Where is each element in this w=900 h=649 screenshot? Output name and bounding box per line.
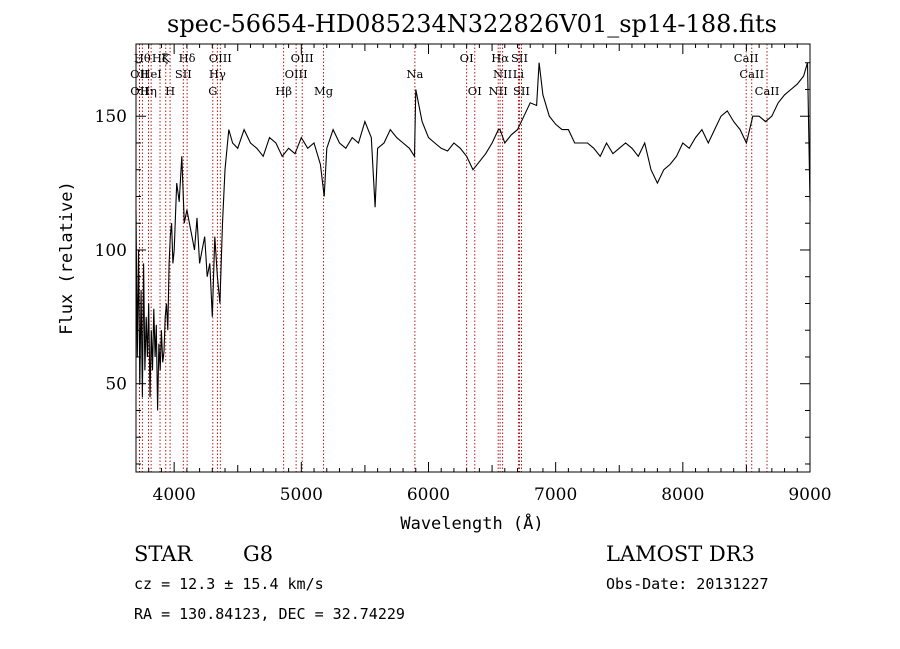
x-tick-label: 8000 xyxy=(661,485,704,505)
x-tick-label: 4000 xyxy=(153,485,196,505)
x-tick-label: 5000 xyxy=(280,485,323,505)
line-marker-label: SII xyxy=(511,51,528,65)
line-marker-label: Na xyxy=(406,67,423,81)
observation-date: Obs-Date: 20131227 xyxy=(606,575,769,593)
line-marker-label: CaII xyxy=(755,84,780,98)
line-marker-label: HeI xyxy=(140,67,161,81)
line-marker-label: OIII xyxy=(285,67,308,81)
redshift-velocity: cz = 12.3 ± 15.4 km/s xyxy=(134,575,324,593)
line-marker-label: Hγ xyxy=(209,67,226,81)
plot-frame xyxy=(135,43,811,473)
spectrum-line xyxy=(135,62,811,411)
y-axis-label: Flux (relative) xyxy=(57,181,77,335)
line-marker-label: NII xyxy=(489,84,508,98)
y-tick-label: 50 xyxy=(105,375,127,395)
line-marker-label: Hθ xyxy=(134,51,151,65)
line-marker-label: OI xyxy=(468,84,482,98)
coordinates: RA = 130.84123, DEC = 32.74229 xyxy=(134,605,405,623)
line-marker-label: OIII xyxy=(291,51,314,65)
chart-title: spec-56654-HD085234N322826V01_sp14-188.f… xyxy=(167,10,777,38)
line-marker-label: Hβ xyxy=(275,84,292,98)
line-marker-label: G xyxy=(208,84,217,98)
spectral-subclass: G8 xyxy=(243,542,273,566)
line-marker-label: Hδ xyxy=(179,51,196,65)
y-axis-ticks: 50 100 150 xyxy=(95,62,810,465)
line-marker-label: SII xyxy=(175,67,192,81)
line-marker-label: Li xyxy=(513,67,525,81)
line-marker-label: NII xyxy=(493,67,512,81)
line-marker-label: SII xyxy=(513,84,530,98)
line-marker-label: CaII xyxy=(739,67,764,81)
line-marker-label: OIII xyxy=(209,51,232,65)
line-marker-label: OII xyxy=(130,84,149,98)
line-marker-label: OI xyxy=(460,51,474,65)
x-axis-ticks: 4000 5000 6000 7000 8000 9000 xyxy=(148,44,832,505)
spectral-line-markers xyxy=(138,44,768,472)
survey-release: LAMOST DR3 xyxy=(606,542,755,566)
object-type: STAR xyxy=(134,542,193,566)
x-axis-label: Wavelength (Å) xyxy=(400,512,543,534)
line-marker-label: Hα xyxy=(491,51,509,65)
x-tick-label: 9000 xyxy=(788,485,831,505)
x-tick-label: 6000 xyxy=(407,485,450,505)
line-marker-label: H xyxy=(165,84,175,98)
line-marker-label: K xyxy=(161,51,170,65)
line-marker-label: Hη xyxy=(140,84,157,98)
spectral-line-labels: HθOIIOIIHηHeIHζKHSIIHδGHγOIIIHβOIIIOIIIM… xyxy=(130,51,779,98)
line-marker-label: CaII xyxy=(734,51,759,65)
line-marker-label: OII xyxy=(130,67,149,81)
y-tick-label: 100 xyxy=(95,241,127,261)
line-marker-label: Hζ xyxy=(152,51,168,65)
x-tick-label: 7000 xyxy=(534,485,577,505)
line-marker-label: Mg xyxy=(314,84,334,98)
y-tick-label: 150 xyxy=(95,107,127,127)
